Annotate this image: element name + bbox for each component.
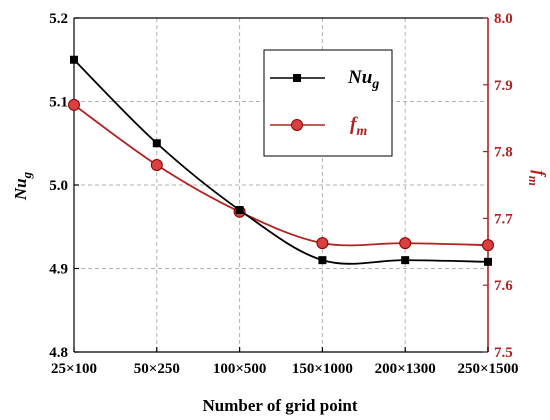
right-tick-label: 7.8 [494,145,513,161]
x-tick-label: 100×500 [213,361,267,377]
legend-label-nug-main: Nu [347,67,372,88]
data-point-fm [150,158,163,171]
left-tick-label: 4.9 [49,262,68,278]
x-axis-ticks: 25×100 50×250 100×500 150×1000 200×1300 250×1… [51,347,519,377]
x-tick-label: 50×250 [134,361,180,377]
data-point-fm [68,98,80,111]
data-point-nug [401,256,410,265]
right-tick-label: 8.0 [494,11,513,27]
legend-label-nug-sub: g [371,77,379,92]
plot-frame [73,17,489,353]
data-point-nug [70,55,78,64]
data-point-fm [482,239,494,252]
left-tick-label: 5.2 [49,11,68,27]
legend-marker-fm [291,119,303,131]
data-point-nug [484,257,492,266]
series-line-fm [73,104,489,247]
data-point-fm [399,237,412,250]
legend-marker-nug [293,74,301,82]
legend-box [263,49,393,157]
right-axis-ticks: 7.5 7.6 7.7 7.8 7.9 8.0 [483,11,513,361]
right-tick-label: 7.7 [494,211,513,227]
right-tick-label: 7.9 [494,78,513,94]
left-axis-title-main: Nu [11,178,30,201]
data-point-fm [316,237,329,250]
right-axis-title-main: f [530,170,549,178]
legend-label-nug: Nug [347,67,379,92]
legend: Nug fm [263,49,393,157]
x-tick-label: 200×1300 [375,361,436,377]
legend-label-fm-main: f [350,114,358,135]
left-axis-ticks: 4.8 4.9 5.0 5.1 5.2 [49,11,79,361]
right-axis-title: fm [526,170,549,186]
left-tick-label: 5.1 [49,95,68,111]
series-line-nug [73,59,489,265]
x-tick-label: 150×1000 [292,361,353,377]
data-point-nug [318,256,327,265]
series-layer [68,55,494,266]
data-point-nug [235,206,244,215]
x-tick-label: 250×1500 [457,361,518,377]
left-axis-title-sub: g [19,171,34,179]
legend-label-fm-sub: m [356,124,367,139]
left-axis-title: Nug [11,171,34,201]
x-tick-label: 25×100 [51,361,97,377]
left-tick-label: 5.0 [49,178,68,194]
left-tick-label: 4.8 [49,345,68,361]
x-axis-title: Number of grid point [202,396,357,415]
legend-label-fm: fm [350,114,367,139]
right-tick-label: 7.5 [494,345,513,361]
right-axis-title-sub: m [526,176,541,186]
right-tick-label: 7.6 [494,278,513,294]
data-point-nug [152,139,161,148]
